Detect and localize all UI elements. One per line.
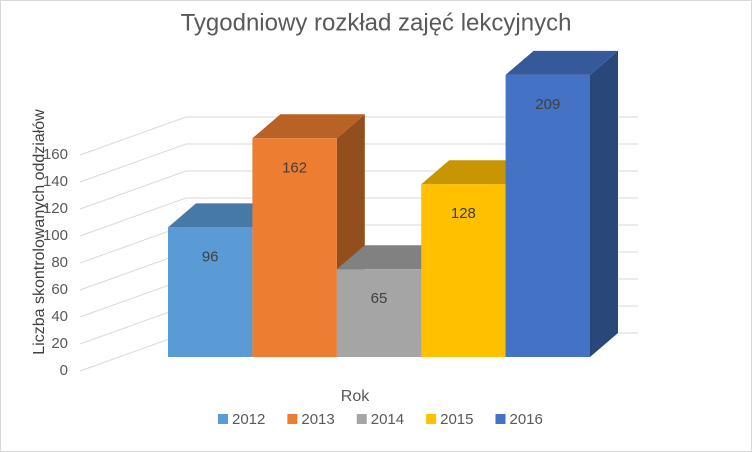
y-tick-label: 40 [51, 308, 68, 325]
bar [505, 50, 618, 357]
data-label: 209 [535, 96, 560, 113]
bar-top [336, 245, 450, 270]
y-tick-label: 0 [60, 362, 68, 379]
grid-line [79, 116, 638, 156]
y-tick-label: 160 [43, 146, 68, 163]
y-tick-label: 60 [51, 281, 68, 298]
legend-swatch [218, 414, 228, 424]
y-tick-label: 140 [43, 173, 68, 190]
y-tick-label: 120 [43, 200, 68, 217]
legend-label: 2016 [510, 411, 543, 428]
legend-label: 2013 [301, 411, 334, 428]
data-label: 65 [371, 290, 388, 307]
legend-swatch [426, 414, 437, 424]
grid-line [79, 143, 638, 183]
legend-swatch [356, 414, 367, 424]
legend-label: 2015 [440, 411, 473, 428]
bar-front [421, 184, 506, 357]
data-label: 128 [451, 205, 476, 222]
y-tick-label: 100 [43, 227, 68, 244]
bar-top [421, 160, 534, 185]
bar-side [590, 50, 618, 357]
legend-label: 2012 [232, 411, 265, 428]
x-axis-title: Rok [341, 388, 370, 405]
y-tick-label: 20 [51, 335, 68, 352]
chart-title: Tygodniowy rozkład zajęć lekcyjnych [181, 9, 572, 36]
y-tick-label: 80 [51, 254, 68, 271]
y-axis-title: Liczba skontrolowanych oddziałów [31, 109, 48, 355]
bar-top [505, 50, 618, 75]
data-label: 96 [202, 248, 219, 265]
bar-front [336, 269, 422, 357]
bar-top [252, 114, 365, 139]
legend-label: 2014 [371, 411, 404, 428]
bar-front [505, 74, 590, 357]
legend-swatch [495, 414, 506, 424]
data-label: 162 [282, 159, 307, 176]
bar-top [168, 203, 281, 228]
bar-front [252, 138, 337, 357]
bar-front [168, 227, 253, 357]
legend-swatch [287, 414, 298, 424]
